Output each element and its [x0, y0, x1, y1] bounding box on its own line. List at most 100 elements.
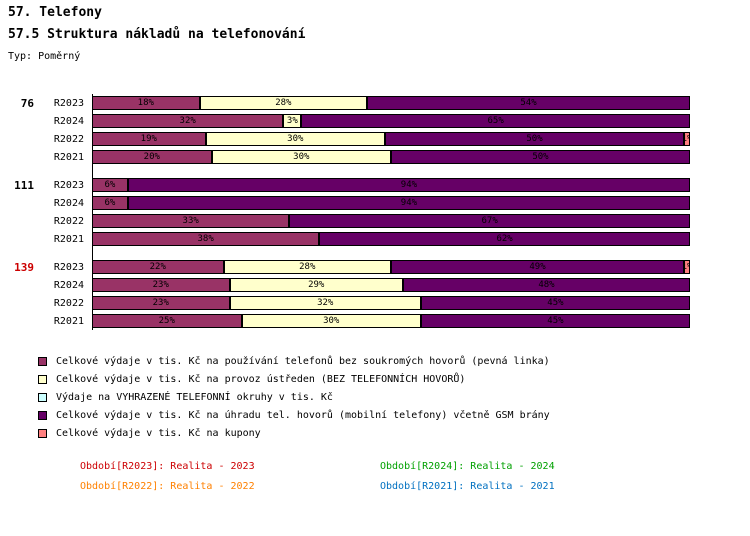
period-row: Období[R2022]: Realita - 2022 Období[R20… — [80, 476, 742, 496]
legend-label: Celkové výdaje v tis. Kč na provoz ústře… — [56, 373, 466, 385]
bar-group: 76 R2023 18% 28% 54% R2024 32% 3% 65% R2022 19% 30%… — [8, 94, 742, 166]
legend-item: Výdaje na VYHRAZENÉ TELEFONNÍ okruhy v t… — [38, 388, 742, 406]
segment-value-label: 94% — [400, 180, 418, 190]
row-label: R2024 — [53, 279, 84, 291]
segment-value-label: 6% — [104, 180, 116, 190]
type-label: Typ: Poměrný — [8, 51, 81, 62]
bar-segment: 67% — [289, 214, 690, 228]
legend-swatch-kupony-icon — [38, 428, 47, 438]
bar-segment: 22% — [92, 260, 224, 274]
bar-track: 22% 28% 49% 1% — [92, 260, 690, 274]
segment-value-label: 67% — [481, 216, 498, 226]
segment-value-label: 22% — [149, 262, 166, 272]
bar-segment: 30% — [211, 150, 391, 164]
segment-value-label: 33% — [182, 216, 199, 226]
bar-group: 111 R2023 6% 94% R2024 6% 94% R2022 33% 67% R2021 3… — [8, 176, 742, 248]
legend-item: Celkové výdaje v tis. Kč na používání te… — [38, 352, 742, 370]
legend-item: Celkové výdaje v tis. Kč na provoz ústře… — [38, 370, 742, 388]
segment-value-label: 28% — [299, 262, 316, 272]
bar-row: R2024 6% 94% — [8, 194, 742, 212]
row-label: R2021 — [53, 151, 84, 163]
period-definitions: Období[R2023]: Realita - 2023 Období[R20… — [8, 456, 742, 496]
bar-segment: 28% — [199, 96, 368, 110]
bar-segment: 50% — [385, 132, 684, 146]
segment-value-label: 1% — [685, 262, 689, 272]
segment-value-label: 32% — [317, 298, 334, 308]
segment-value-label: 94% — [400, 198, 418, 208]
bar-segment: 23% — [92, 296, 230, 310]
bar-row: R2022 23% 32% 45% — [8, 294, 742, 312]
stacked-bar-chart: 76 R2023 18% 28% 54% R2024 32% 3% 65% R2022 19% 30%… — [8, 94, 742, 330]
segment-value-label: 30% — [287, 134, 304, 144]
segment-value-label: 30% — [293, 152, 310, 162]
legend-label: Celkové výdaje v tis. Kč na kupony — [56, 427, 261, 439]
bar-track: 33% 67% — [92, 214, 690, 228]
chart-groups: 76 R2023 18% 28% 54% R2024 32% 3% 65% R2022 19% 30%… — [8, 94, 742, 330]
bar-segment: 49% — [390, 260, 684, 274]
period-r2023: Období[R2023]: Realita - 2023 — [80, 460, 255, 472]
segment-value-label: 30% — [323, 316, 340, 326]
bar-segment: 32% — [229, 296, 421, 310]
bar-segment: 45% — [420, 314, 690, 328]
legend-item: Celkové výdaje v tis. Kč na úhradu tel. … — [38, 406, 742, 424]
bar-segment: 94% — [127, 178, 690, 192]
segment-value-label: 29% — [308, 280, 325, 290]
bar-row: R2023 22% 28% 49% 1% — [8, 258, 742, 276]
bar-segment: 32% — [92, 114, 284, 128]
bar-row: R2021 25% 30% 45% — [8, 312, 742, 330]
bar-segment: 1% — [684, 132, 690, 146]
legend-swatch-mobilni-icon — [38, 410, 47, 420]
bar-row: R2022 33% 67% — [8, 212, 742, 230]
segment-value-label: 45% — [547, 316, 564, 326]
bar-track: 23% 32% 45% — [92, 296, 690, 310]
legend-swatch-pevna-linka-icon — [38, 356, 47, 366]
bar-track: 38% 62% — [92, 232, 690, 246]
bar-segment: 18% — [92, 96, 200, 110]
row-label: R2022 — [53, 133, 84, 145]
segment-value-label: 38% — [197, 234, 214, 244]
row-label: R2023 — [53, 179, 84, 191]
bar-segment: 19% — [92, 132, 206, 146]
legend-swatch-ustredny-icon — [38, 374, 47, 384]
bar-track: 18% 28% 54% — [92, 96, 690, 110]
row-label: R2024 — [53, 197, 84, 209]
segment-value-label: 28% — [275, 98, 292, 108]
bar-track: 20% 30% 50% — [92, 150, 690, 164]
group-label: 139 — [14, 261, 34, 274]
period-r2024: Období[R2024]: Realita - 2024 — [380, 460, 555, 472]
segment-value-label: 49% — [529, 262, 546, 272]
bar-segment: 29% — [229, 278, 403, 292]
segment-value-label: 25% — [158, 316, 175, 326]
segment-value-label: 62% — [496, 234, 513, 244]
bar-track: 6% 94% — [92, 196, 690, 210]
legend: Celkové výdaje v tis. Kč na používání te… — [8, 352, 742, 442]
bar-track: 25% 30% 45% — [92, 314, 690, 328]
period-row: Období[R2023]: Realita - 2023 Období[R20… — [80, 456, 742, 476]
row-label: R2024 — [53, 115, 84, 127]
segment-value-label: 48% — [538, 280, 555, 290]
bar-row: R2021 38% 62% — [8, 230, 742, 248]
segment-value-label: 54% — [520, 98, 537, 108]
bar-row: R2022 19% 30% 50% 1% — [8, 130, 742, 148]
row-label: R2023 — [53, 97, 84, 109]
segment-value-label: 50% — [526, 134, 543, 144]
bar-segment: 30% — [205, 132, 385, 146]
bar-segment: 30% — [241, 314, 421, 328]
bar-segment: 33% — [92, 214, 290, 228]
period-r2022: Období[R2022]: Realita - 2022 — [80, 480, 255, 492]
bar-segment: 50% — [390, 150, 690, 164]
legend-label: Celkové výdaje v tis. Kč na úhradu tel. … — [56, 409, 550, 421]
legend-item: Celkové výdaje v tis. Kč na kupony — [38, 424, 742, 442]
chart-subtitle: 57.5 Struktura nákladů na telefonování — [8, 27, 306, 42]
segment-value-label: 32% — [179, 116, 196, 126]
segment-value-label: 1% — [685, 134, 689, 144]
bar-segment: 28% — [223, 260, 391, 274]
page-title: 57. Telefony — [8, 5, 102, 20]
bar-segment: 25% — [92, 314, 242, 328]
bar-segment: 6% — [92, 178, 128, 192]
legend-label: Celkové výdaje v tis. Kč na používání te… — [56, 355, 550, 367]
bar-segment: 1% — [684, 260, 690, 274]
bar-row: R2023 6% 94% — [8, 176, 742, 194]
bar-segment: 54% — [367, 96, 690, 110]
